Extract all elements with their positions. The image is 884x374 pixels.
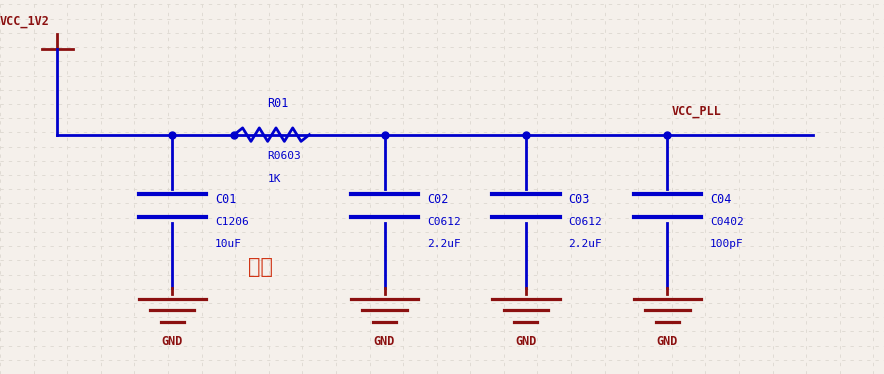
Text: R0603: R0603: [267, 151, 301, 162]
Text: C0612: C0612: [427, 217, 461, 227]
Text: C1206: C1206: [215, 217, 248, 227]
Text: C02: C02: [427, 193, 448, 206]
Text: C0612: C0612: [568, 217, 602, 227]
Text: 2.2uF: 2.2uF: [568, 239, 602, 249]
Text: GND: GND: [515, 335, 537, 348]
Text: C01: C01: [215, 193, 236, 206]
Text: GND: GND: [657, 335, 678, 348]
Text: C04: C04: [710, 193, 731, 206]
Text: VCC_1V2: VCC_1V2: [0, 15, 50, 28]
Text: C03: C03: [568, 193, 590, 206]
Text: VCC_PLL: VCC_PLL: [672, 105, 721, 118]
Text: R01: R01: [267, 97, 289, 110]
Text: 小北: 小北: [248, 257, 273, 278]
Text: 1K: 1K: [267, 174, 281, 184]
Text: GND: GND: [162, 335, 183, 348]
Text: 2.2uF: 2.2uF: [427, 239, 461, 249]
Text: GND: GND: [374, 335, 395, 348]
Text: 100pF: 100pF: [710, 239, 743, 249]
Text: 10uF: 10uF: [215, 239, 242, 249]
Text: C0402: C0402: [710, 217, 743, 227]
